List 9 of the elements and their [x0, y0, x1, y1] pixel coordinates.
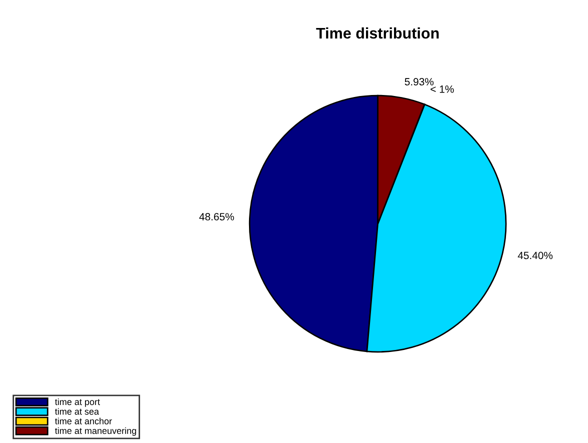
chart-title: Time distribution	[316, 27, 439, 39]
data-label: < 1%	[430, 86, 454, 93]
data-label: 5.93%	[404, 78, 434, 86]
data-label: 45.40%	[518, 252, 553, 260]
legend-label: time at maneuvering	[55, 427, 136, 436]
legend-label: time at port	[55, 398, 100, 407]
legend-label: time at sea	[55, 408, 100, 415]
legend-label: time at anchor	[55, 418, 112, 424]
data-label: 48.65%	[199, 213, 234, 220]
